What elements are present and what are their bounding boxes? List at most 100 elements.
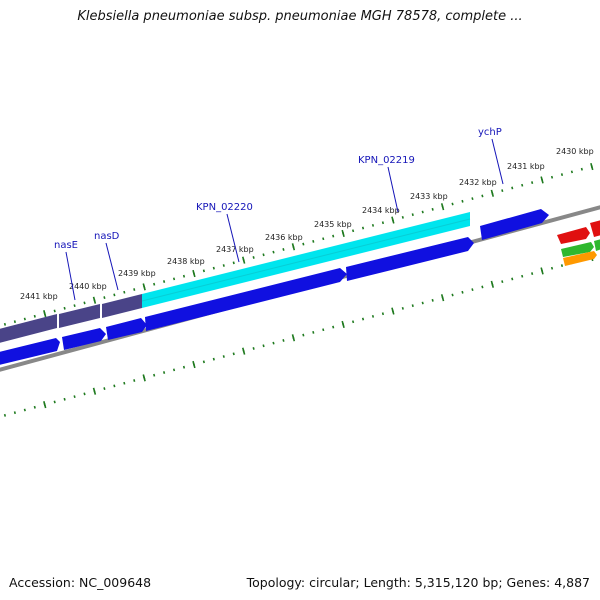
minor-tick (570, 170, 574, 174)
tick-label: 2436 kbp (265, 233, 303, 242)
feature-red-2[interactable] (590, 219, 600, 237)
feature-slate-2[interactable] (59, 304, 100, 328)
feature-red-1[interactable] (557, 227, 590, 244)
minor-tick (381, 221, 385, 225)
gene-arrow-ychP[interactable] (480, 209, 549, 240)
gene-arrow-5[interactable] (346, 237, 474, 281)
gene-label-KPN_02219[interactable]: KPN_02219 (358, 155, 415, 166)
minor-tick (521, 183, 524, 187)
minor-tick (501, 189, 504, 193)
minor-tick (202, 360, 205, 364)
major-tick (291, 243, 296, 251)
gene-label-nasE[interactable]: nasE (54, 240, 78, 251)
minor-tick (123, 290, 126, 294)
major-tick (490, 280, 495, 288)
minor-tick (401, 215, 404, 219)
minor-tick (511, 186, 514, 190)
gene-arrow-4[interactable] (145, 268, 347, 331)
feature-green[interactable] (561, 242, 594, 257)
major-tick (142, 374, 146, 382)
major-tick (490, 189, 495, 197)
gene-track (0, 209, 549, 366)
minor-tick (282, 248, 285, 251)
tick-label: 2433 kbp (410, 192, 448, 201)
minor-tick (560, 173, 564, 176)
minor-tick (401, 306, 404, 310)
major-tick (192, 360, 196, 369)
minor-tick (421, 210, 424, 214)
minor-tick (550, 175, 554, 179)
minor-tick (471, 197, 474, 201)
major-tick (142, 283, 146, 291)
minor-tick (322, 237, 325, 241)
minor-tick (23, 408, 26, 412)
minor-tick (182, 365, 186, 369)
minor-tick (461, 290, 464, 294)
minor-tick (83, 301, 86, 305)
minor-tick (153, 282, 156, 286)
minor-tick (481, 285, 484, 289)
minor-tick (153, 373, 156, 377)
minor-tick (431, 298, 434, 302)
map-title: Klebsiella pneumoniae subsp. pneumoniae … (77, 9, 523, 24)
minor-tick (511, 277, 514, 281)
feature-green-2[interactable] (594, 238, 600, 251)
tick-label: 2440 kbp (69, 282, 107, 291)
feature-orange[interactable] (563, 251, 597, 266)
tick-label: 2437 kbp (216, 245, 254, 254)
minor-tick (312, 240, 315, 243)
tick-labels: 2441 kbp 2440 kbp 2439 kbp 2438 kbp 2437… (20, 147, 594, 301)
major-tick (43, 401, 47, 409)
edge-features (557, 219, 600, 266)
feature-slate-3[interactable] (102, 294, 142, 318)
minor-tick (222, 355, 225, 358)
minor-tick (33, 405, 36, 409)
minor-tick (113, 384, 116, 388)
minor-tick (212, 357, 215, 361)
gene-label-nasD[interactable]: nasD (94, 231, 120, 242)
gene-label-KPN_02220[interactable]: KPN_02220 (196, 202, 253, 213)
major-tick (341, 229, 345, 237)
gene-label-ychP[interactable]: ychP (478, 127, 502, 138)
major-tick (43, 310, 47, 318)
minor-tick (212, 266, 215, 270)
major-tick (92, 387, 97, 395)
minor-tick (501, 280, 504, 284)
feature-slate-1[interactable] (0, 314, 57, 344)
minor-tick (232, 261, 235, 265)
minor-tick (411, 213, 414, 217)
major-tick (540, 267, 544, 275)
gene-arrow-2[interactable] (62, 328, 106, 350)
major-tick (291, 334, 296, 342)
tick-label: 2439 kbp (118, 269, 156, 278)
minor-tick (461, 199, 464, 203)
minor-tick (103, 296, 106, 299)
minor-tick (73, 304, 76, 308)
minor-tick (3, 322, 7, 326)
minor-tick (252, 347, 255, 350)
major-tick (391, 307, 395, 315)
minor-tick (262, 253, 265, 257)
minor-tick (381, 312, 385, 316)
minor-tick (580, 167, 583, 171)
topology-summary: Topology: circular; Length: 5,315,120 bp… (246, 575, 590, 590)
minor-tick (262, 344, 265, 348)
minor-tick (252, 256, 255, 259)
major-tick (440, 294, 445, 302)
gene-arrow-1[interactable] (0, 338, 60, 366)
minor-tick (531, 272, 534, 276)
minor-tick (172, 368, 176, 372)
major-tick (241, 256, 246, 264)
minor-tick (63, 306, 66, 310)
minor-tick (13, 411, 16, 415)
major-tick (192, 269, 196, 278)
tick-label: 2430 kbp (556, 147, 594, 156)
gene-arrow-3[interactable] (106, 318, 147, 340)
minor-tick (33, 314, 36, 318)
minor-tick (133, 379, 136, 382)
minor-tick (471, 288, 474, 292)
minor-tick (222, 264, 225, 267)
minor-tick (451, 293, 454, 297)
minor-tick (162, 371, 166, 374)
